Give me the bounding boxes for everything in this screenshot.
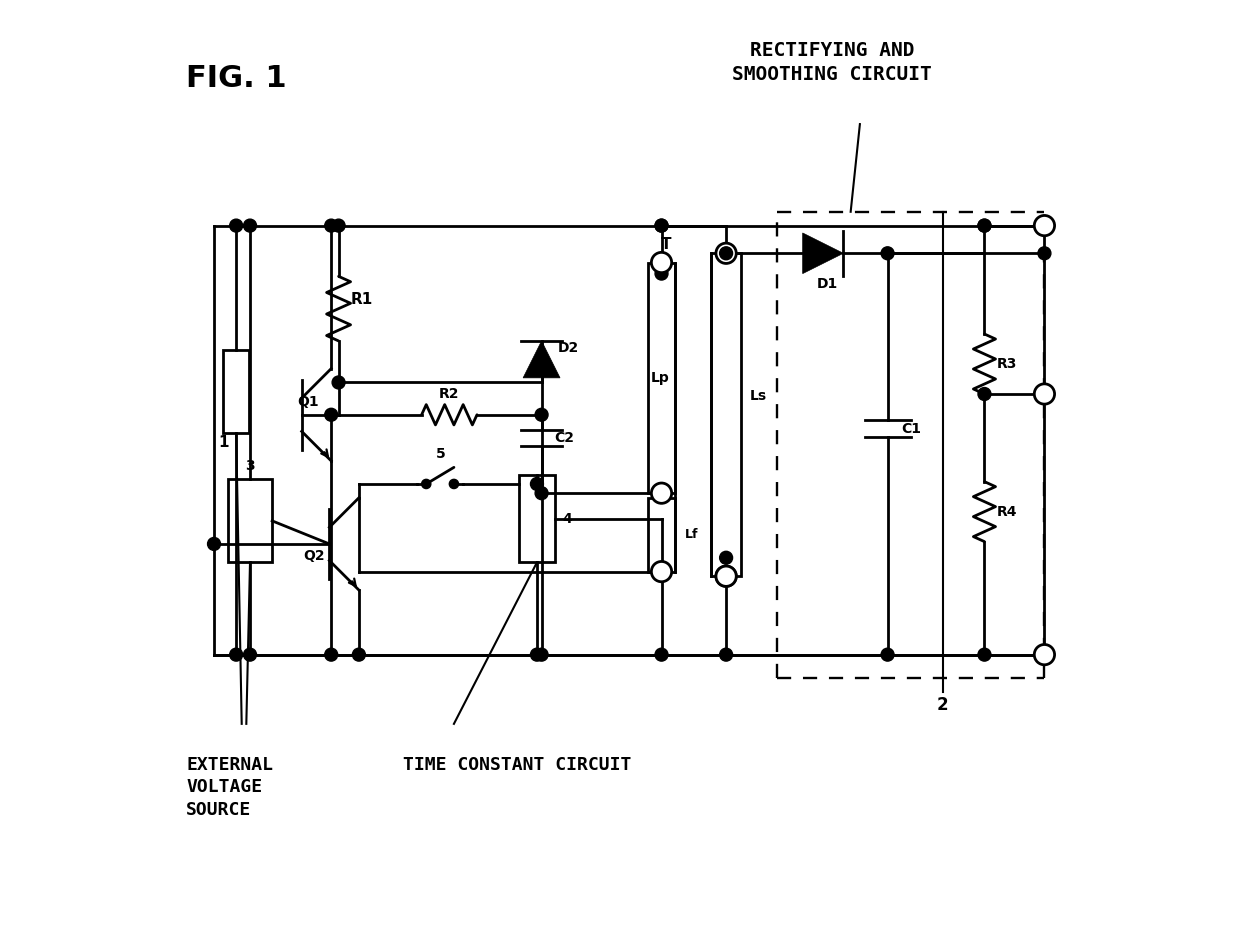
Circle shape <box>655 267 668 280</box>
Circle shape <box>655 648 668 661</box>
Circle shape <box>978 219 991 232</box>
Bar <box>223 350 249 433</box>
Bar <box>228 479 272 562</box>
Text: Lp: Lp <box>650 371 670 385</box>
Polygon shape <box>802 233 843 274</box>
Circle shape <box>531 648 543 661</box>
Text: D2: D2 <box>558 341 579 355</box>
Text: R2: R2 <box>439 387 460 401</box>
Circle shape <box>422 479 430 489</box>
Circle shape <box>229 648 243 661</box>
Text: 5: 5 <box>435 447 445 461</box>
Circle shape <box>719 247 733 260</box>
Circle shape <box>719 648 733 661</box>
Circle shape <box>655 219 668 232</box>
Text: C2: C2 <box>554 431 574 445</box>
Text: Q1: Q1 <box>298 395 319 409</box>
Circle shape <box>882 648 894 661</box>
Circle shape <box>715 566 737 587</box>
Circle shape <box>325 219 337 232</box>
Circle shape <box>978 387 991 400</box>
Text: 3: 3 <box>246 459 255 473</box>
Circle shape <box>715 243 737 263</box>
Text: Q2: Q2 <box>303 548 325 562</box>
Circle shape <box>978 648 991 661</box>
Bar <box>647 498 676 572</box>
Circle shape <box>325 648 337 661</box>
Circle shape <box>536 487 548 500</box>
Text: 4: 4 <box>563 511 573 526</box>
Circle shape <box>651 561 672 582</box>
Circle shape <box>207 537 221 550</box>
Text: TIME CONSTANT CIRCUIT: TIME CONSTANT CIRCUIT <box>403 756 631 775</box>
Circle shape <box>1034 644 1054 665</box>
Circle shape <box>655 219 668 232</box>
Circle shape <box>651 483 672 504</box>
Circle shape <box>1038 247 1050 260</box>
Circle shape <box>332 376 345 389</box>
Circle shape <box>651 252 672 273</box>
Bar <box>712 253 740 576</box>
Text: Ls: Ls <box>750 389 768 403</box>
Polygon shape <box>523 341 560 378</box>
Circle shape <box>715 566 737 587</box>
Circle shape <box>243 219 257 232</box>
Circle shape <box>325 409 337 421</box>
Text: D1: D1 <box>817 277 838 291</box>
Circle shape <box>531 478 543 491</box>
Circle shape <box>536 648 548 661</box>
Circle shape <box>719 551 733 564</box>
Text: R3: R3 <box>997 357 1017 371</box>
Text: RECTIFYING AND
SMOOTHING CIRCUIT: RECTIFYING AND SMOOTHING CIRCUIT <box>733 41 932 84</box>
Circle shape <box>1034 384 1054 404</box>
Circle shape <box>229 219 243 232</box>
Circle shape <box>978 219 991 232</box>
Text: 1: 1 <box>218 435 229 450</box>
Text: R4: R4 <box>997 505 1017 519</box>
Text: R1: R1 <box>351 292 373 307</box>
Circle shape <box>243 648 257 661</box>
Circle shape <box>352 648 366 661</box>
Text: C1: C1 <box>901 422 921 436</box>
Text: T: T <box>661 236 671 251</box>
Circle shape <box>882 247 894 260</box>
Bar <box>518 475 556 562</box>
Circle shape <box>536 409 548 421</box>
Circle shape <box>332 219 345 232</box>
Text: 2: 2 <box>937 696 949 714</box>
Circle shape <box>449 479 459 489</box>
Bar <box>647 263 676 493</box>
Text: FIG. 1: FIG. 1 <box>186 64 286 93</box>
Text: EXTERNAL
VOLTAGE
SOURCE: EXTERNAL VOLTAGE SOURCE <box>186 756 273 818</box>
Circle shape <box>1034 215 1054 236</box>
Text: Lf: Lf <box>684 528 698 541</box>
